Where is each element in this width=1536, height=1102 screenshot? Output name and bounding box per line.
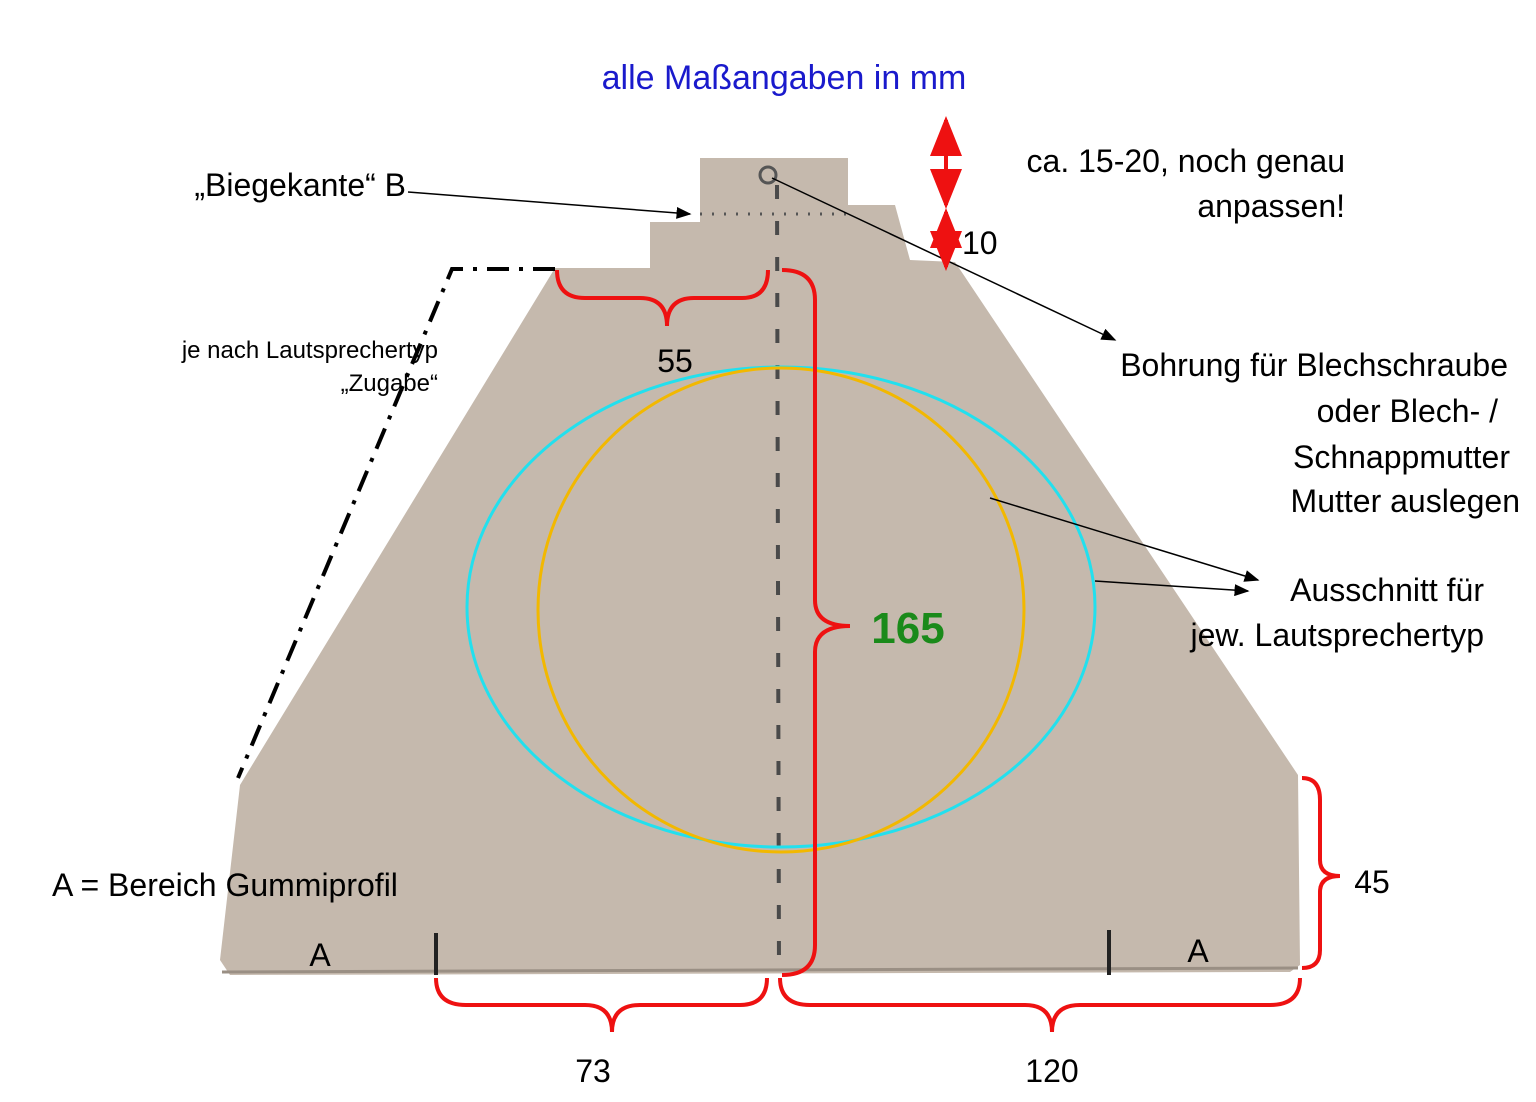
hole-label-3: Schnappmutter	[1293, 439, 1510, 475]
brace-73	[434, 977, 769, 1033]
brace-45	[1301, 776, 1341, 970]
allowance-label-1: je nach Lautsprechertyp	[181, 337, 438, 364]
brace-120	[778, 977, 1302, 1033]
area-right-label: A	[1187, 933, 1209, 969]
hole-label-2: oder Blech- /	[1317, 393, 1499, 429]
allowance-outline	[236, 267, 555, 779]
rubber-area-label: A = Bereich Gummiprofil	[52, 867, 398, 903]
screw-hole-icon	[758, 165, 778, 185]
dim-55: 55	[657, 343, 693, 379]
dim-120: 120	[1025, 1053, 1078, 1089]
cutout-leader-small	[989, 497, 1260, 582]
dim-45: 45	[1354, 864, 1390, 900]
bend-edge-label: „Biegekante“ B	[194, 167, 406, 203]
panel-edge	[221, 966, 1299, 974]
cutout-leader-large	[1094, 580, 1250, 597]
cutout-label-2: jew. Lautsprechertyp	[1190, 617, 1485, 653]
allowance-label-2: „Zugabe“	[341, 370, 438, 397]
tab-height-label-1: ca. 15-20, noch genau	[1027, 143, 1345, 179]
dimension-braces	[434, 268, 1341, 1033]
brace-55	[555, 269, 770, 327]
area-left-label: A	[309, 937, 331, 973]
cutout-label-1: Ausschnitt für	[1290, 572, 1484, 608]
cutout-small	[536, 366, 1026, 854]
brace-165	[781, 268, 851, 977]
dim-73: 73	[575, 1053, 611, 1089]
hole-label-4: Mutter auslegen	[1291, 483, 1520, 519]
hole-label-1: Bohrung für Blechschraube	[1120, 347, 1508, 383]
tab-step-label: 10	[962, 225, 998, 261]
center-line	[775, 184, 781, 976]
tab-height-label-2: anpassen!	[1197, 188, 1345, 224]
dim-165: 165	[871, 604, 944, 653]
cardboard-panel	[220, 158, 1300, 975]
title: alle Maßangaben in mm	[602, 59, 967, 97]
bend-edge-leader	[407, 191, 692, 219]
